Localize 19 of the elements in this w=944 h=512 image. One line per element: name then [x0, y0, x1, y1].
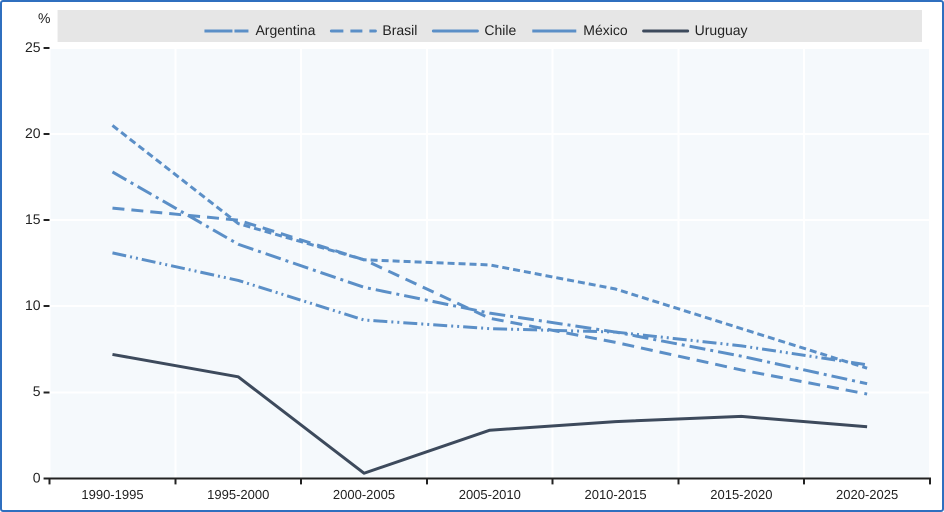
y-tick-label: 0: [32, 469, 41, 486]
legend-label: Uruguay: [694, 22, 748, 38]
x-tick-label: 2005-2010: [458, 486, 521, 502]
y-tick-label: 5: [32, 383, 41, 400]
x-tick-label: 1995-2000: [207, 486, 270, 502]
y-tick-label: 25: [24, 38, 41, 55]
legend-label: México: [583, 22, 628, 38]
x-tick-label: 1990-1995: [81, 486, 144, 502]
legend-label: Chile: [484, 22, 517, 38]
legend-label: Argentina: [255, 22, 316, 38]
x-tick-label: 2000-2005: [332, 486, 396, 502]
y-tick-label: 15: [24, 211, 41, 228]
y-tick-label: 10: [24, 297, 41, 314]
x-tick-label: 2020-2025: [836, 486, 898, 502]
x-tick-label: 2015-2020: [710, 486, 772, 502]
y-axis-title: %: [38, 10, 50, 26]
legend-label: Brasil: [382, 22, 418, 38]
y-tick-label: 20: [24, 124, 41, 141]
x-tick-label: 2010-2015: [584, 486, 647, 502]
